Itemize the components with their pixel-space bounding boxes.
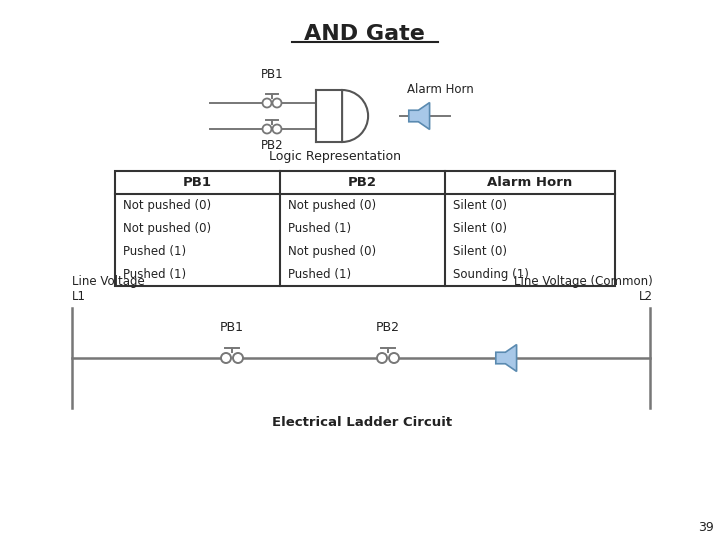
Text: Silent (0): Silent (0) — [453, 222, 507, 235]
Text: Logic Representation: Logic Representation — [269, 150, 401, 163]
Text: Pushed (1): Pushed (1) — [123, 268, 186, 281]
Circle shape — [272, 98, 282, 108]
Polygon shape — [496, 345, 517, 371]
Text: Not pushed (0): Not pushed (0) — [288, 245, 376, 258]
Text: Not pushed (0): Not pushed (0) — [123, 199, 211, 212]
Circle shape — [221, 353, 231, 363]
Circle shape — [263, 98, 272, 108]
Text: Not pushed (0): Not pushed (0) — [288, 199, 376, 212]
Text: AND Gate: AND Gate — [304, 24, 424, 44]
Text: Pushed (1): Pushed (1) — [123, 245, 186, 258]
Polygon shape — [409, 103, 430, 129]
Text: PB1: PB1 — [261, 68, 283, 81]
Circle shape — [377, 353, 387, 363]
Circle shape — [233, 353, 243, 363]
Text: PB2: PB2 — [348, 176, 377, 189]
Text: PB2: PB2 — [261, 139, 283, 152]
Text: Alarm Horn: Alarm Horn — [407, 83, 473, 96]
Text: PB1: PB1 — [220, 321, 244, 334]
Text: Pushed (1): Pushed (1) — [288, 222, 351, 235]
Circle shape — [272, 124, 282, 134]
Circle shape — [389, 353, 399, 363]
Bar — [115, 171, 615, 286]
Bar — [316, 90, 342, 142]
Text: PB2: PB2 — [376, 321, 400, 334]
Circle shape — [263, 124, 272, 134]
Text: PB1: PB1 — [183, 176, 212, 189]
Text: Pushed (1): Pushed (1) — [288, 268, 351, 281]
Text: Silent (0): Silent (0) — [453, 245, 507, 258]
Wedge shape — [342, 90, 368, 142]
Text: Not pushed (0): Not pushed (0) — [123, 222, 211, 235]
Text: Sounding (1): Sounding (1) — [453, 268, 529, 281]
Text: Line Voltage
L1: Line Voltage L1 — [72, 275, 145, 303]
Text: 39: 39 — [698, 521, 714, 534]
Text: Alarm Horn: Alarm Horn — [487, 176, 573, 189]
Text: Silent (0): Silent (0) — [453, 199, 507, 212]
Text: Electrical Ladder Circuit: Electrical Ladder Circuit — [272, 416, 452, 429]
Text: Line Voltage (Common)
L2: Line Voltage (Common) L2 — [514, 275, 653, 303]
